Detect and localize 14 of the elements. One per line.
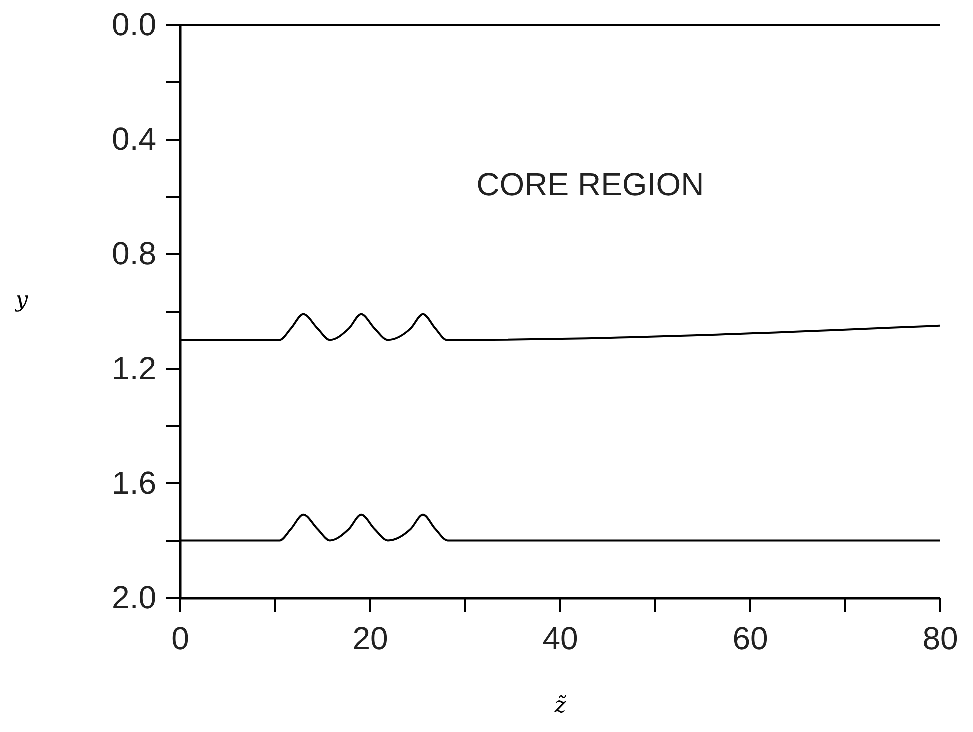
y-tick-label: 0.4 (112, 121, 156, 158)
x-axis-title: z̃ (554, 694, 568, 718)
y-axis-title: y (14, 288, 29, 313)
y-tick-label: 0.0 (112, 6, 156, 42)
y-tick-label: 2.0 (112, 580, 156, 616)
x-tick-label: 80 (922, 620, 958, 656)
y-tick-label: 0.8 (112, 236, 156, 272)
y-tick-label: 1.6 (112, 464, 156, 501)
x-tick-label: 0 (172, 620, 190, 656)
x-tick-label: 20 (352, 620, 388, 656)
y-tick-label: 1.2 (112, 350, 156, 386)
x-tick-label: 60 (732, 620, 768, 656)
x-tick-label: 40 (542, 620, 578, 656)
annotation: CORE REGION (476, 166, 704, 202)
